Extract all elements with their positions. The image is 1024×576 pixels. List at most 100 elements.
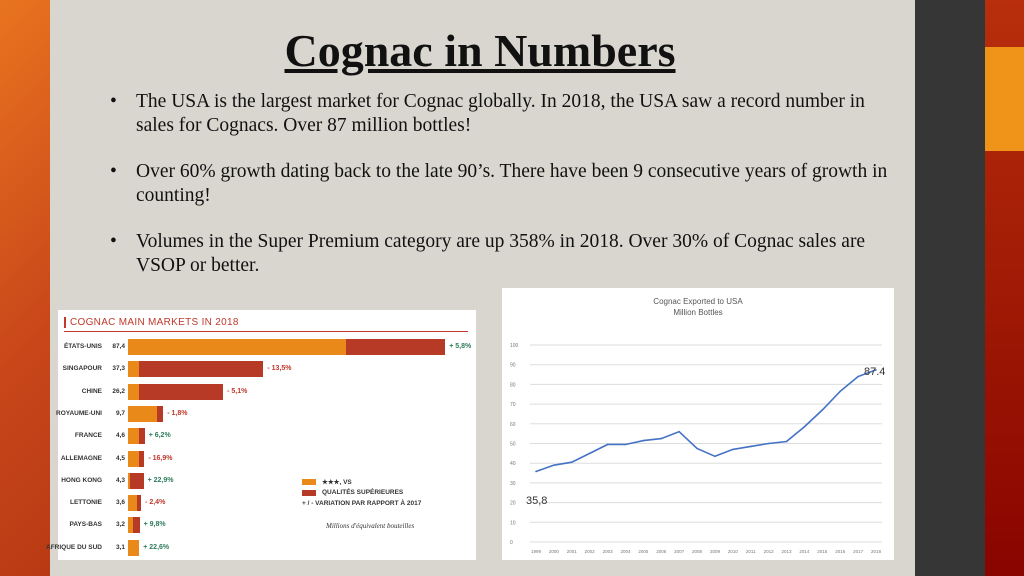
bar-category-label: AFRIQUE DU SUD (46, 543, 102, 551)
bar (128, 339, 446, 355)
legend-label: + / - VARIATION PAR RAPPORT À 2017 (302, 500, 422, 507)
y-tick-label: 20 (510, 501, 516, 507)
bar-row: CHINE 26,2 - 5,1% (58, 383, 476, 400)
bar-chart-title: COGNAC MAIN MARKETS IN 2018 (64, 317, 239, 328)
bar-total-label: 87,4 (112, 343, 125, 350)
x-tick-label: 2018 (871, 549, 882, 554)
bar-total-label: 4,5 (115, 454, 125, 462)
bar-total-label: 4,3 (115, 476, 125, 484)
y-tick-label: 30 (510, 481, 516, 487)
bar-segment-superior (138, 428, 145, 445)
y-tick-label: 50 (510, 442, 516, 448)
bar (128, 428, 145, 445)
line-chart-plot: 0 10 20 30 40 50 60 70 80 90 100 1999 2000 2001 2002 20… (510, 343, 885, 554)
data-point (714, 455, 716, 458)
slide-title: Cognac in Numbers (0, 24, 915, 77)
legend-swatch-superior (302, 489, 316, 496)
data-point (767, 442, 770, 445)
data-point (785, 440, 788, 443)
data-point (875, 369, 877, 371)
bar-legend: ★★★, VS QUALITÉS SUPÉRIEURES + / - VARIA… (302, 476, 421, 509)
bar-segment-superior (138, 361, 264, 378)
x-tick-label: 2011 (746, 549, 756, 554)
bar-total-label: 3,2 (115, 521, 125, 529)
line-title-text: Cognac Exported to USA (653, 297, 743, 306)
data-point (696, 447, 698, 450)
bar-total-label: 26,2 (112, 387, 125, 395)
end-value-label: 87.4 (864, 366, 885, 378)
bar-segment-vs (128, 405, 158, 422)
bar-segment-superior (345, 339, 446, 355)
bar-row: AFRIQUE DU SUD 3,1 + 22,6% (46, 539, 476, 556)
line-chart-title: Cognac Exported to USA Million Bottles (502, 296, 894, 318)
bar-variation-label: - 2,4% (145, 499, 166, 507)
bar-total-label: 3,1 (115, 543, 125, 551)
bar-total-label: 9,7 (115, 409, 125, 417)
bar-variation-label: + 22,6% (143, 543, 170, 551)
bar-total-label: 4,6 (115, 432, 125, 440)
data-point (857, 375, 859, 378)
bar-segment-vs (128, 517, 134, 534)
x-tick-label: 2012 (764, 549, 775, 554)
series-line (535, 369, 877, 473)
x-tick-label: 2010 (728, 549, 739, 554)
y-tick-label: 0 (510, 540, 513, 546)
markets-bar-chart: COGNAC MAIN MARKETS IN 2018 ÉTATS-UNIS 87… (46, 310, 476, 560)
bar-segment-superior (137, 495, 142, 512)
x-tick-label: 2015 (817, 549, 828, 554)
bar-row: PAYS-BAS 3,2 + 9,8% (58, 517, 476, 534)
bar-segment-vs (128, 539, 140, 556)
x-tick-label: 2001 (567, 549, 578, 554)
data-point (570, 461, 573, 464)
bar-category-label: HONG KONG (61, 476, 102, 484)
x-tick-label: 2006 (656, 549, 667, 554)
bar (128, 472, 144, 489)
x-tick-label: 2016 (835, 549, 846, 554)
x-tick-label: 2007 (674, 549, 685, 554)
bar (128, 405, 164, 422)
bar-variation-label: + 22,9% (147, 476, 174, 484)
bullet-item: The USA is the largest market for Cognac… (110, 90, 890, 138)
x-tick-label: 2017 (853, 549, 864, 554)
bar-category-label: ROYAUME-UNI (56, 409, 102, 417)
y-tick-label: 100 (510, 343, 519, 349)
bar-segment-superior (133, 517, 140, 534)
bar-row: ÉTATS-UNIS 87,4 + 5,8% (58, 339, 476, 355)
bar-row: FRANCE 4,6 + 6,2% (58, 428, 476, 445)
bar-variation-label: + 9,8% (143, 521, 166, 529)
bar-segment-superior (129, 472, 144, 489)
bar-variation-label: - 13,5% (267, 365, 292, 373)
bar-chart-rule (64, 331, 468, 332)
y-tick-label: 60 (510, 422, 516, 428)
slide-side-band (915, 0, 985, 576)
usa-export-line-chart: Cognac Exported to USA Million Bottles 0… (502, 288, 894, 560)
bullet-list: The USA is the largest market for Cognac… (110, 90, 890, 300)
bar (128, 361, 264, 378)
bar-segment-superior (138, 450, 145, 467)
slide-left-border (0, 0, 50, 576)
bar-category-label: ALLEMAGNE (60, 454, 102, 462)
legend-label: ★★★, VS (322, 478, 352, 486)
bar-category-label: CHINE (81, 387, 102, 395)
bullet-item: Volumes in the Super Premium category ar… (110, 230, 890, 278)
data-point (624, 443, 627, 446)
data-point (749, 445, 752, 448)
slide-accent-orange (985, 47, 1024, 151)
x-tick-label: 1999 (531, 549, 542, 554)
data-point (732, 448, 734, 451)
bullet-item: Over 60% growth dating back to the late … (110, 160, 890, 208)
bar-segment-vs (128, 339, 346, 355)
data-point (660, 437, 663, 440)
x-tick-label: 2002 (585, 549, 596, 554)
x-tick-label: 2005 (638, 549, 649, 554)
data-point (588, 452, 591, 455)
legend-label: QUALITÉS SUPÉRIEURES (322, 489, 404, 496)
data-point (535, 470, 537, 473)
bar (128, 450, 145, 467)
x-tick-label: 2008 (692, 549, 703, 554)
data-point (642, 439, 645, 442)
bar-variation-label: - 1,8% (167, 409, 188, 417)
bar (128, 383, 224, 400)
bar-category-label: LETTONIE (69, 499, 102, 507)
bar-row: SINGAPOUR 37,3 - 13,5% (58, 361, 476, 378)
